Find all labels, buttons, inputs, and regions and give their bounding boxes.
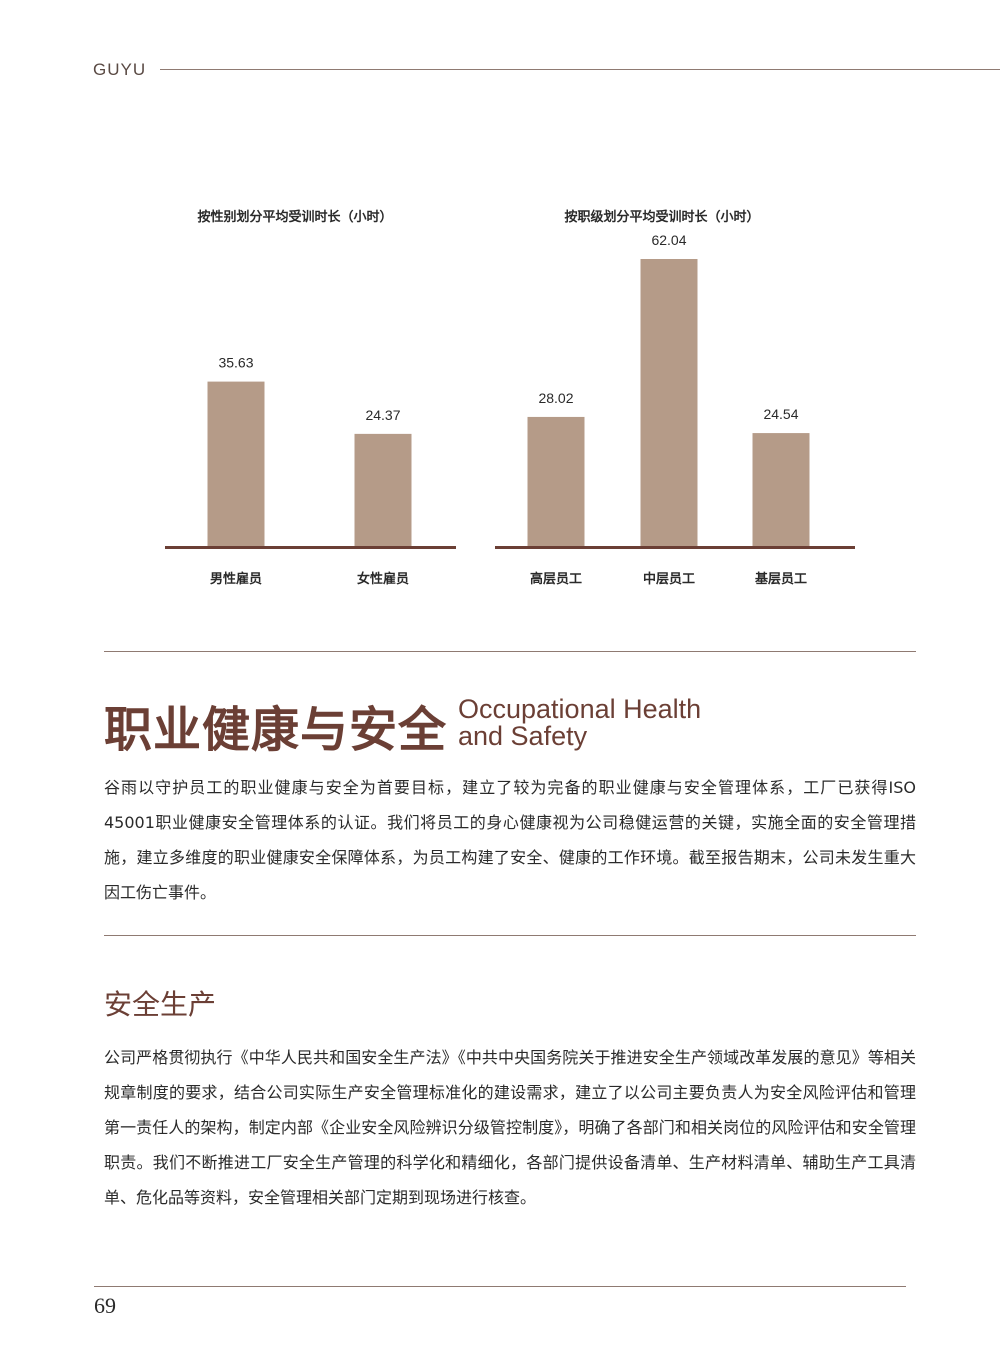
chart-title: 按职级划分平均受训时长（小时） bbox=[564, 209, 759, 225]
section-divider-middle bbox=[104, 935, 916, 936]
section-title-cn: 职业健康与安全 bbox=[104, 702, 448, 758]
subsection-body-paragraph: 公司严格贯彻执行《中华人民共和国安全生产法》《中共中央国务院关于推进安全生产领域… bbox=[104, 1048, 916, 1207]
category-label: 女性雇员 bbox=[357, 571, 409, 587]
section-divider-top bbox=[104, 651, 916, 652]
header-divider bbox=[160, 69, 1000, 70]
bar bbox=[354, 433, 412, 547]
category-label: 基层员工 bbox=[754, 571, 807, 587]
category-label: 高层员工 bbox=[530, 571, 582, 587]
category-label: 男性雇员 bbox=[210, 571, 262, 587]
bar bbox=[752, 433, 810, 547]
header-brand: GUYU bbox=[93, 60, 147, 79]
category-label: 中层员工 bbox=[643, 571, 695, 587]
bar-value-label: 28.02 bbox=[538, 390, 573, 406]
bar-value-label: 35.63 bbox=[218, 355, 253, 371]
section-intro-paragraph: 谷雨以守护员工的职业健康与安全为首要目标，建立了较为完备的职业健康与安全管理体系… bbox=[104, 778, 916, 902]
bar-value-label: 24.37 bbox=[365, 407, 400, 423]
bar-value-label: 62.04 bbox=[651, 232, 686, 248]
section-title-en: Occupational Health and Safety bbox=[458, 696, 701, 750]
bar bbox=[207, 381, 265, 547]
training-hours-charts: 按性别划分平均受训时长（小时） 35.63 男性雇员 24.37 女性雇员 按职级划分平均… bbox=[165, 209, 855, 587]
chart-title: 按性别划分平均受训时长（小时） bbox=[197, 209, 392, 225]
chart-baseline bbox=[165, 546, 456, 549]
section-title-en-line1: Occupational Health bbox=[458, 694, 702, 724]
bar-value-label: 24.54 bbox=[763, 406, 798, 422]
page-number: 69 bbox=[94, 1293, 116, 1318]
bar bbox=[640, 259, 698, 547]
chart-baseline bbox=[495, 546, 855, 549]
subsection-title: 安全生产 bbox=[104, 988, 217, 1021]
bar bbox=[527, 416, 585, 547]
section-title-en-line2: and Safety bbox=[458, 721, 588, 751]
footer-divider bbox=[94, 1286, 906, 1287]
